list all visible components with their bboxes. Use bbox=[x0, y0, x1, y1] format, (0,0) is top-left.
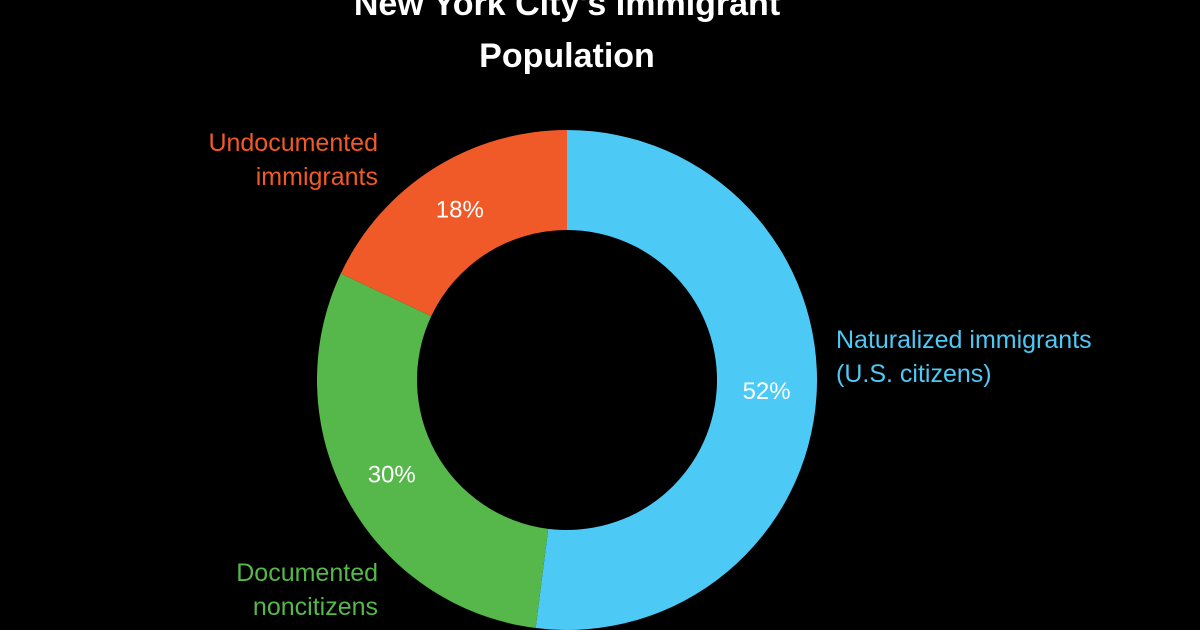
value-label: 52% bbox=[743, 378, 791, 405]
category-label: Documented noncitizens bbox=[236, 559, 378, 621]
value-label: 18% bbox=[436, 196, 484, 223]
category-label: Undocumented immigrants bbox=[208, 129, 378, 191]
chart-title: New York City's Immigrant Population bbox=[353, 0, 781, 75]
value-label: 30% bbox=[368, 462, 416, 489]
donut-segment bbox=[340, 130, 567, 317]
donut-segment bbox=[316, 273, 549, 629]
donut-segment bbox=[535, 130, 817, 630]
category-label: Naturalized immigrants (U.S. citizens) bbox=[836, 326, 1092, 388]
